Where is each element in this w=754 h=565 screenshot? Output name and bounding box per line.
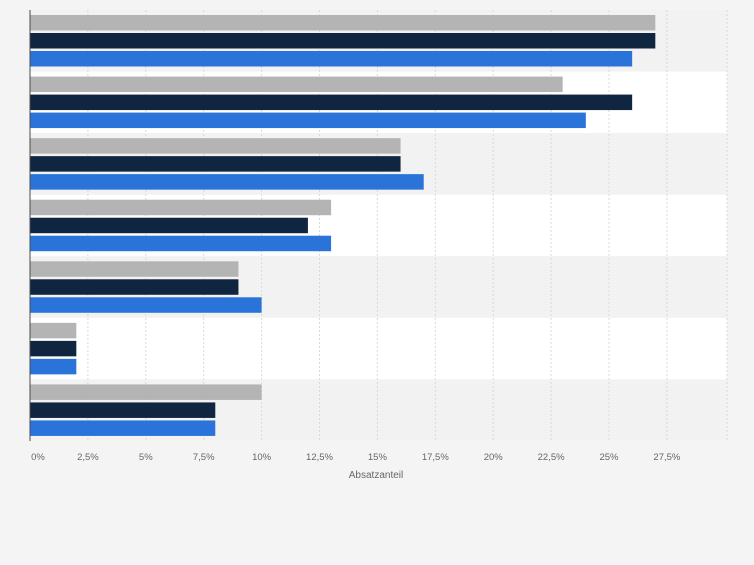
bar <box>30 279 239 295</box>
bar <box>30 138 401 154</box>
bar <box>30 322 77 339</box>
bar <box>30 340 77 357</box>
bars <box>30 15 656 436</box>
bar <box>30 174 424 190</box>
x-tick-label: 22,5% <box>538 452 565 463</box>
bar <box>30 420 216 436</box>
bar <box>30 358 77 375</box>
x-tick-label: 0% <box>31 452 45 463</box>
x-tick-label: 20% <box>484 452 504 463</box>
x-tick-label: 17,5% <box>422 452 449 463</box>
x-tick-label: 5% <box>139 452 153 463</box>
bar <box>30 51 633 67</box>
category-band <box>30 317 727 380</box>
bar <box>30 76 563 93</box>
bar <box>30 199 332 216</box>
bar <box>30 156 401 172</box>
bar <box>30 94 633 111</box>
bar <box>30 384 262 400</box>
bar <box>30 33 656 49</box>
bar <box>30 297 262 313</box>
bar <box>30 261 239 277</box>
x-tick-label: 27,5% <box>653 452 680 463</box>
x-tick-label: 7,5% <box>193 452 215 463</box>
x-axis-label: Absatzanteil <box>349 470 403 481</box>
x-tick-label: 12,5% <box>306 452 333 463</box>
x-tick-labels: 0% 2,5% 5% 7,5% 10% 12,5% 15% 17,5% 20% 22,5% 25% 2… <box>31 452 681 463</box>
x-tick-label: 2,5% <box>77 452 99 463</box>
bar <box>30 112 586 129</box>
bar <box>30 402 216 418</box>
bar <box>30 15 656 31</box>
bar <box>30 235 332 252</box>
x-tick-label: 25% <box>599 452 619 463</box>
x-tick-label: 15% <box>368 452 388 463</box>
x-tick-label: 10% <box>252 452 272 463</box>
bar <box>30 217 308 234</box>
